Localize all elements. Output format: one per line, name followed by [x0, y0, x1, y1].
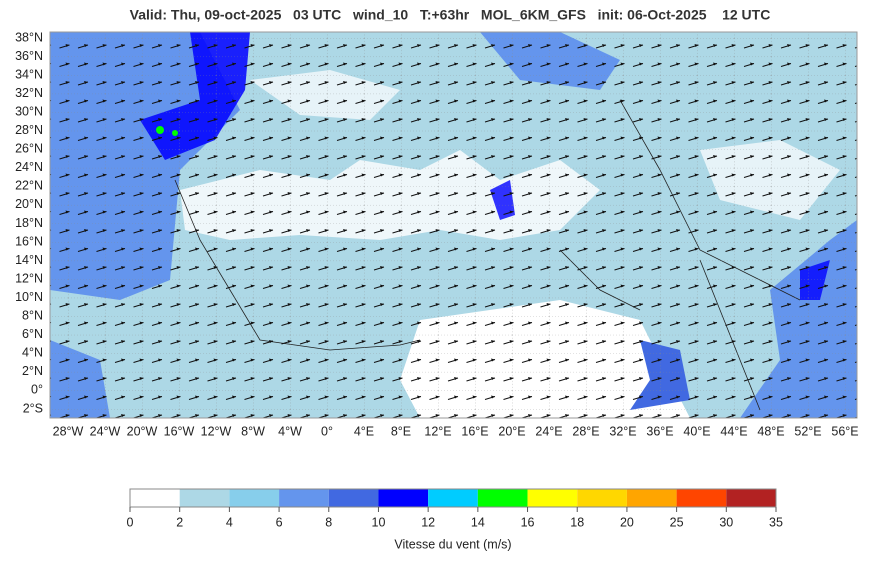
title: Valid: Thu, 09-oct-2025 03 UTC wind_10 T… — [130, 7, 771, 23]
colorbar: 0 2 4 6 8 10 12 14 16 18 20 25 30 35 — [127, 488, 783, 529]
colorbar-swatch — [726, 489, 776, 507]
lat-label: 24°N — [15, 160, 43, 174]
lat-label: 8°N — [22, 309, 43, 323]
colorbar-frame — [129, 488, 777, 508]
lon-label: 12°W — [201, 424, 232, 438]
wind-field — [50, 32, 857, 418]
lon-label: 4°W — [278, 424, 302, 438]
colorbar-tick-label: 20 — [620, 515, 634, 529]
colorbar-tick-label: 25 — [670, 515, 684, 529]
lon-label: 52°E — [794, 424, 821, 438]
colorbar-swatch — [229, 489, 280, 507]
lat-label: 16°N — [15, 234, 43, 248]
colorbar-tick-label: 12 — [421, 515, 435, 529]
colorbar-swatch — [279, 489, 329, 507]
lat-label: 4°N — [22, 346, 43, 360]
lon-label: 28°E — [572, 424, 599, 438]
colorbar-swatch — [527, 489, 578, 507]
lat-labels: 38°N 36°N 34°N 32°N 30°N 28°N 26°N 24°N 22°N 20°N… — [15, 30, 43, 415]
lon-label: 20°E — [498, 424, 525, 438]
lon-label: 44°E — [720, 424, 747, 438]
lat-label: 34°N — [15, 67, 43, 81]
colorbar-swatch — [477, 489, 528, 507]
colorbar-tick-label: 0 — [127, 515, 134, 529]
lat-label: 26°N — [15, 142, 43, 156]
lat-label: 2°N — [22, 364, 43, 378]
colorbar-label: Vitesse du vent (m/s) — [394, 537, 511, 551]
colorbar-tick-label: 16 — [521, 515, 535, 529]
colorbar-tick-label: 30 — [719, 515, 733, 529]
colorbar-tick-label: 4 — [226, 515, 233, 529]
lon-label: 36°E — [646, 424, 673, 438]
colorbar-swatch — [130, 489, 180, 507]
colorbar-swatch — [676, 489, 727, 507]
colorbar-swatch — [328, 489, 379, 507]
map-frame — [49, 31, 858, 419]
lon-label: 28°W — [53, 424, 84, 438]
lon-label: 32°E — [609, 424, 636, 438]
lat-label: 30°N — [15, 104, 43, 118]
lat-label: 20°N — [15, 197, 43, 211]
colorbar-swatch — [179, 489, 230, 507]
lat-label: 2°S — [23, 401, 43, 415]
colorbar-tick-label: 14 — [471, 515, 485, 529]
colorbar-swatch — [577, 489, 627, 507]
lon-label: 24°W — [90, 424, 121, 438]
colorbar-tick-label: 8 — [325, 515, 332, 529]
colorbar-tick-label: 18 — [570, 515, 584, 529]
colorbar-tick-label: 2 — [176, 515, 183, 529]
lat-label: 6°N — [22, 327, 43, 341]
colorbar-tick-label: 6 — [276, 515, 283, 529]
lon-label: 48°E — [757, 424, 784, 438]
lat-label: 0° — [31, 383, 43, 397]
lon-labels: 28°W 24°W 20°W 16°W 12°W 8°W 4°W 0° 4°E 8°E 12°E 16… — [53, 424, 859, 438]
lat-label: 22°N — [15, 179, 43, 193]
lon-label: 4°E — [354, 424, 374, 438]
colorbar-swatch — [378, 489, 429, 507]
lat-label: 12°N — [15, 271, 43, 285]
lon-label: 8°E — [391, 424, 411, 438]
colorbar-tick-label: 10 — [372, 515, 386, 529]
colorbar-swatch — [428, 489, 478, 507]
lat-label: 18°N — [15, 216, 43, 230]
lat-label: 32°N — [15, 86, 43, 100]
lat-label: 10°N — [15, 290, 43, 304]
lat-label: 14°N — [15, 253, 43, 267]
lon-label: 0° — [321, 424, 333, 438]
lon-label: 8°W — [241, 424, 265, 438]
lon-label: 12°E — [424, 424, 451, 438]
lon-label: 20°W — [127, 424, 158, 438]
lon-label: 40°E — [683, 424, 710, 438]
lat-label: 38°N — [15, 30, 43, 44]
colorbar-swatch — [626, 489, 677, 507]
lat-label: 28°N — [15, 123, 43, 137]
lon-label: 16°W — [164, 424, 195, 438]
lat-label: 36°N — [15, 49, 43, 63]
lon-label: 16°E — [461, 424, 488, 438]
colorbar-tick-label: 35 — [769, 515, 783, 529]
lon-label: 24°E — [535, 424, 562, 438]
lon-label: 56°E — [831, 424, 858, 438]
